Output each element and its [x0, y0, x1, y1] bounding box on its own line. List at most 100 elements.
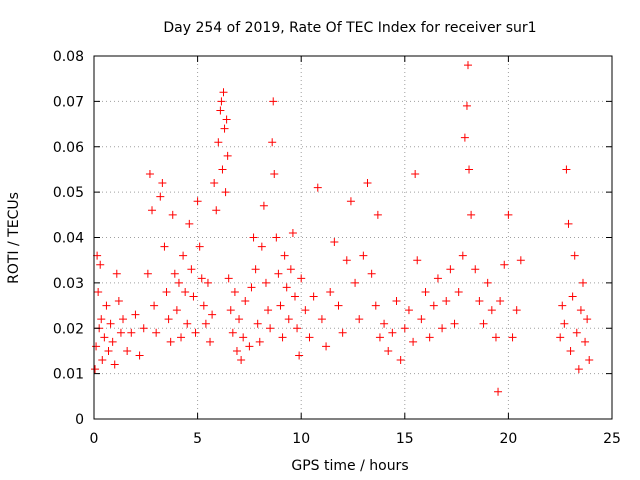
- data-point: [491, 333, 500, 342]
- axis-ticks: 0 5 10 15 20 25 0 0.01 0.02 0.03 0.04 0.05 0.06 0.07 0…: [53, 49, 621, 447]
- data-point: [112, 269, 121, 278]
- data-point: [224, 274, 233, 283]
- data-point: [463, 61, 472, 70]
- data-point: [433, 274, 442, 283]
- data-point: [475, 297, 484, 306]
- data-point: [251, 265, 260, 274]
- data-point: [143, 269, 152, 278]
- data-point: [421, 287, 430, 296]
- data-point: [496, 297, 505, 306]
- data-point: [578, 278, 587, 287]
- data-point: [438, 324, 447, 333]
- data-point: [338, 328, 347, 337]
- data-point: [429, 301, 438, 310]
- data-point: [460, 133, 469, 142]
- data-point: [168, 210, 177, 219]
- data-point: [351, 278, 360, 287]
- data-point: [91, 365, 100, 374]
- data-point: [214, 138, 223, 147]
- data-point: [282, 283, 291, 292]
- y-tick-label: 0.04: [53, 231, 84, 247]
- data-point: [560, 319, 569, 328]
- data-point: [562, 165, 571, 174]
- data-point: [516, 256, 525, 265]
- data-point: [239, 333, 248, 342]
- data-point: [572, 328, 581, 337]
- data-point: [96, 260, 105, 269]
- data-point: [500, 260, 509, 269]
- data-point: [208, 310, 217, 319]
- data-point: [110, 360, 119, 369]
- data-point: [297, 274, 306, 283]
- data-point: [367, 269, 376, 278]
- data-point: [228, 328, 237, 337]
- data-point: [417, 315, 426, 324]
- x-tick-label: 10: [292, 431, 310, 447]
- data-point: [574, 365, 583, 374]
- data-point: [172, 306, 181, 315]
- data-point: [232, 346, 241, 355]
- x-tick-label: 20: [499, 431, 517, 447]
- data-point: [342, 256, 351, 265]
- data-point: [413, 256, 422, 265]
- data-point: [94, 287, 103, 296]
- data-point: [290, 292, 299, 301]
- data-point: [181, 287, 190, 296]
- y-tick-label: 0.01: [53, 367, 84, 383]
- data-point: [197, 274, 206, 283]
- data-point: [363, 179, 372, 188]
- data-point: [570, 251, 579, 260]
- data-point: [330, 238, 339, 247]
- data-point: [454, 287, 463, 296]
- data-point: [199, 301, 208, 310]
- data-point: [97, 315, 106, 324]
- data-point: [261, 278, 270, 287]
- data-point: [322, 342, 331, 351]
- data-point: [203, 278, 212, 287]
- x-tick-label: 0: [90, 431, 99, 447]
- data-point: [305, 333, 314, 342]
- data-point: [483, 278, 492, 287]
- data-point: [116, 328, 125, 337]
- data-point: [326, 287, 335, 296]
- data-point: [255, 337, 264, 346]
- data-point: [100, 333, 109, 342]
- data-point: [388, 328, 397, 337]
- data-point: [217, 97, 226, 106]
- data-point: [191, 328, 200, 337]
- data-point: [508, 333, 517, 342]
- data-point: [558, 301, 567, 310]
- data-point: [179, 251, 188, 260]
- data-point: [259, 201, 268, 210]
- data-point: [276, 301, 285, 310]
- data-point: [164, 315, 173, 324]
- data-point: [494, 387, 503, 396]
- data-point: [268, 138, 277, 147]
- data-point: [585, 356, 594, 365]
- data-point: [195, 242, 204, 251]
- grid-lines: [94, 56, 612, 419]
- data-point: [355, 315, 364, 324]
- data-point: [462, 101, 471, 110]
- data-point: [269, 97, 278, 106]
- data-point: [104, 346, 113, 355]
- data-point: [114, 297, 123, 306]
- data-point: [317, 315, 326, 324]
- data-point: [359, 251, 368, 260]
- data-point: [162, 287, 171, 296]
- data-point: [270, 169, 279, 178]
- data-point: [373, 210, 382, 219]
- data-point: [123, 346, 132, 355]
- data-point: [375, 333, 384, 342]
- data-point: [220, 124, 229, 133]
- data-point: [346, 197, 355, 206]
- data-point: [152, 328, 161, 337]
- data-point: [467, 210, 476, 219]
- y-tick-label: 0.05: [53, 185, 84, 201]
- data-point: [218, 165, 227, 174]
- x-tick-label: 25: [603, 431, 621, 447]
- data-point: [189, 292, 198, 301]
- data-point: [212, 206, 221, 215]
